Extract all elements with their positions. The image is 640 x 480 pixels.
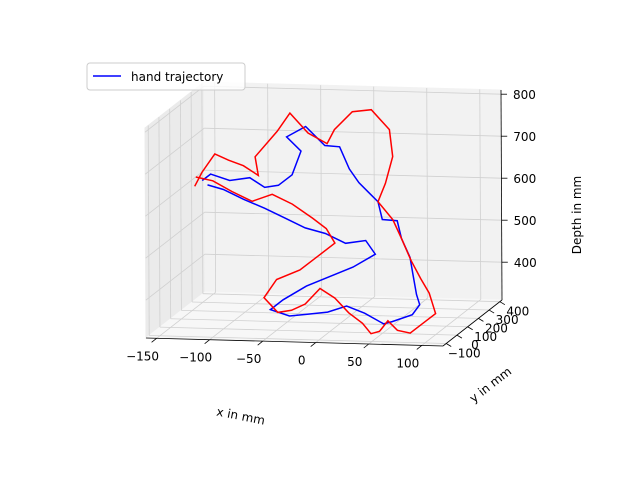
axes-panes [144,80,504,347]
x-grid-line [156,291,216,339]
y-grid-line [192,301,490,311]
y-tick-label: 300 [496,313,519,327]
y-tick [467,326,473,331]
y-grid-line [201,83,204,294]
y-tick-label: 200 [485,321,508,335]
x-tick-label: 0 [298,354,306,368]
y-tick [499,301,506,306]
x-tick [310,342,316,347]
x-axis-label: x in mm [215,405,266,428]
z-grid-line [204,211,502,221]
y-grid-line [202,293,500,303]
x-tick [363,343,369,349]
y-grid-line [169,108,172,319]
x-grid-line [267,83,270,294]
x-grid-line [262,294,322,342]
y-tick-label: 100 [474,330,497,344]
y-grid-line [158,117,161,328]
x-tick [151,337,157,343]
legend-frame [86,62,246,91]
y-tick [446,343,452,347]
y-axis-label: y in mm [467,364,514,405]
y-grid-line [147,125,150,336]
y-tick-label: −100 [448,346,481,360]
y-grid-line [159,326,457,336]
z-grid-line [204,85,502,95]
y-grid-line [190,92,193,303]
x-tick [416,345,423,350]
x-grid-line [209,293,269,341]
x-grid-line [479,89,482,300]
y-tick-label: 0 [471,338,479,352]
y-tick [456,334,463,339]
x-tick-label: −50 [236,352,261,366]
x-grid-line [373,86,376,297]
grid-lines [144,82,502,346]
series-line-1 [201,125,421,325]
z-grid-line [204,127,502,137]
z-grid-line [145,211,205,259]
x-tick-label: −100 [179,351,212,365]
legend: hand trajectory [86,62,246,91]
z-grid-line [145,253,206,301]
y-grid-line [179,100,182,311]
y-grid-line [170,318,468,328]
legend-label: hand trajectory [131,70,223,84]
z-grid-line [145,169,205,217]
series-line-2 [194,108,437,335]
x-tick [257,340,263,346]
x-axis-line [145,337,444,347]
y-grid-line [149,335,447,344]
z-tick-label: 800 [513,88,536,102]
x-grid-line [421,299,482,346]
y-axis-line [442,299,503,347]
tick-marks [151,93,508,350]
x-grid-line [368,297,428,345]
y-tick-label: 400 [506,305,529,319]
z-tick-label: 600 [513,172,536,186]
x-tick-label: −150 [126,349,159,363]
z-axis-label: Depth in mm [570,176,584,255]
x-tick [204,339,210,345]
axis-lines [145,89,503,347]
tick-labels: −150 −100 −50 0 50 100−1000100200300400400500… [126,88,537,370]
data-series [194,108,437,335]
z-axis-line [500,89,503,301]
y-tick [478,318,484,322]
y-grid-line [181,310,479,319]
x-tick-label: 100 [396,356,419,370]
x-grid-line [315,296,375,343]
z-tick-label: 400 [514,256,537,270]
z-grid-line [144,85,205,133]
z-grid-line [144,127,205,175]
z-tick-label: 700 [513,130,536,144]
y-tick [488,309,495,314]
x-tick-label: 50 [347,355,362,369]
x-grid-line [320,85,323,296]
z-grid-line [204,253,502,263]
x-grid-line [426,87,429,299]
z-tick-label: 500 [514,214,537,228]
